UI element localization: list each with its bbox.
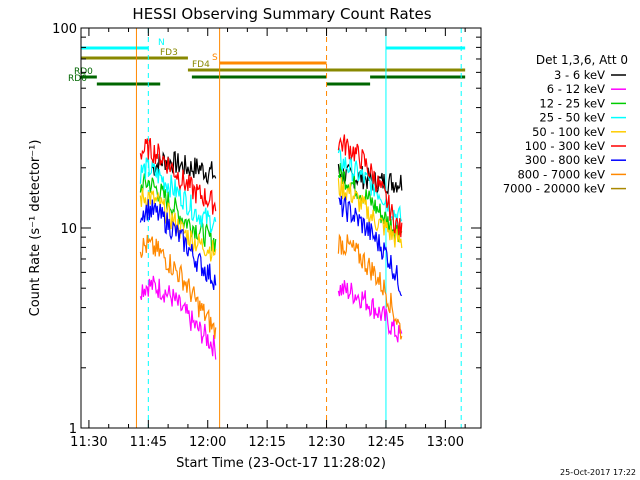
x-tick-label: 13:00 — [427, 435, 464, 450]
legend-label: 100 - 300 keV — [525, 139, 605, 153]
y-axis-label: Count Rate (s⁻¹ detector⁻¹) — [28, 140, 43, 317]
data-series — [139, 134, 403, 360]
legend-title: Det 1,3,6, Att 0 — [536, 53, 628, 67]
series-line-6-1 — [338, 195, 403, 297]
series-line-1-1 — [337, 280, 403, 343]
series-line-1-0 — [139, 275, 217, 360]
x-tick-label: 12:45 — [367, 435, 404, 450]
x-axis: 11:30 11:45 12:00 12:15 12:30 12:45 13:00 — [70, 28, 466, 450]
y-axis: 1 10 100 — [52, 22, 481, 437]
series-line-7-0 — [139, 234, 217, 339]
legend-label: 300 - 800 keV — [525, 153, 605, 167]
x-tick-label: 11:45 — [130, 435, 167, 450]
legend-label: 7000 - 20000 keV — [503, 182, 605, 196]
x-tick-label: 11:30 — [70, 435, 107, 450]
legend-label: 6 - 12 keV — [547, 82, 605, 96]
chart-title: HESSI Observing Summary Count Rates — [132, 5, 431, 23]
series-line-3-0 — [139, 157, 217, 234]
flag-label-fd3: FD3 — [160, 48, 178, 58]
series-line-3-1 — [337, 147, 403, 226]
y-tick-label: 100 — [52, 22, 77, 37]
series-line-4-0 — [139, 188, 217, 262]
series-line-7-1 — [337, 233, 403, 340]
flag-label-s: S — [212, 53, 218, 63]
y-tick-label: 10 — [60, 222, 77, 237]
x-tick-label: 12:00 — [189, 435, 226, 450]
series-line-2-0 — [139, 173, 217, 253]
y-tick-label: 1 — [69, 422, 77, 437]
legend-label: 25 - 50 keV — [539, 111, 605, 125]
flag-label-fd4: FD4 — [192, 60, 210, 70]
legend-label: 12 - 25 keV — [539, 96, 605, 110]
flag-label-n: N — [158, 38, 165, 48]
legend-label: 50 - 100 keV — [532, 125, 605, 139]
x-tick-label: 12:30 — [308, 435, 345, 450]
footer-date: 25-Oct-2017 17:22 — [560, 468, 636, 477]
x-tick-label: 12:15 — [248, 435, 285, 450]
series-line-5-1 — [337, 134, 403, 238]
flag-label-rd6: RD6 — [68, 74, 87, 84]
series-line-4-1 — [337, 177, 403, 249]
legend-label: 800 - 7000 keV — [517, 167, 605, 181]
series-line-6-0 — [139, 199, 217, 291]
legend-label: 3 - 6 keV — [554, 68, 605, 82]
x-axis-label: Start Time (23-Oct-17 11:28:02) — [176, 456, 386, 471]
series-line-5-0 — [139, 137, 217, 215]
